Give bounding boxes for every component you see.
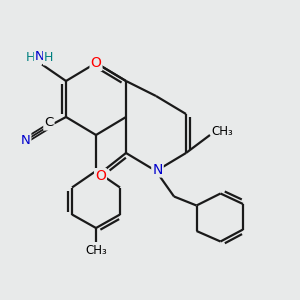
Text: N: N [152, 163, 163, 176]
Text: N: N [35, 50, 44, 63]
Text: N: N [21, 134, 30, 147]
Text: H: H [44, 51, 53, 64]
Text: O: O [95, 169, 106, 183]
Text: H: H [26, 51, 35, 64]
Text: CH₃: CH₃ [85, 244, 107, 257]
Text: CH₃: CH₃ [212, 125, 233, 138]
Text: O: O [91, 56, 101, 70]
Text: C: C [44, 116, 53, 130]
